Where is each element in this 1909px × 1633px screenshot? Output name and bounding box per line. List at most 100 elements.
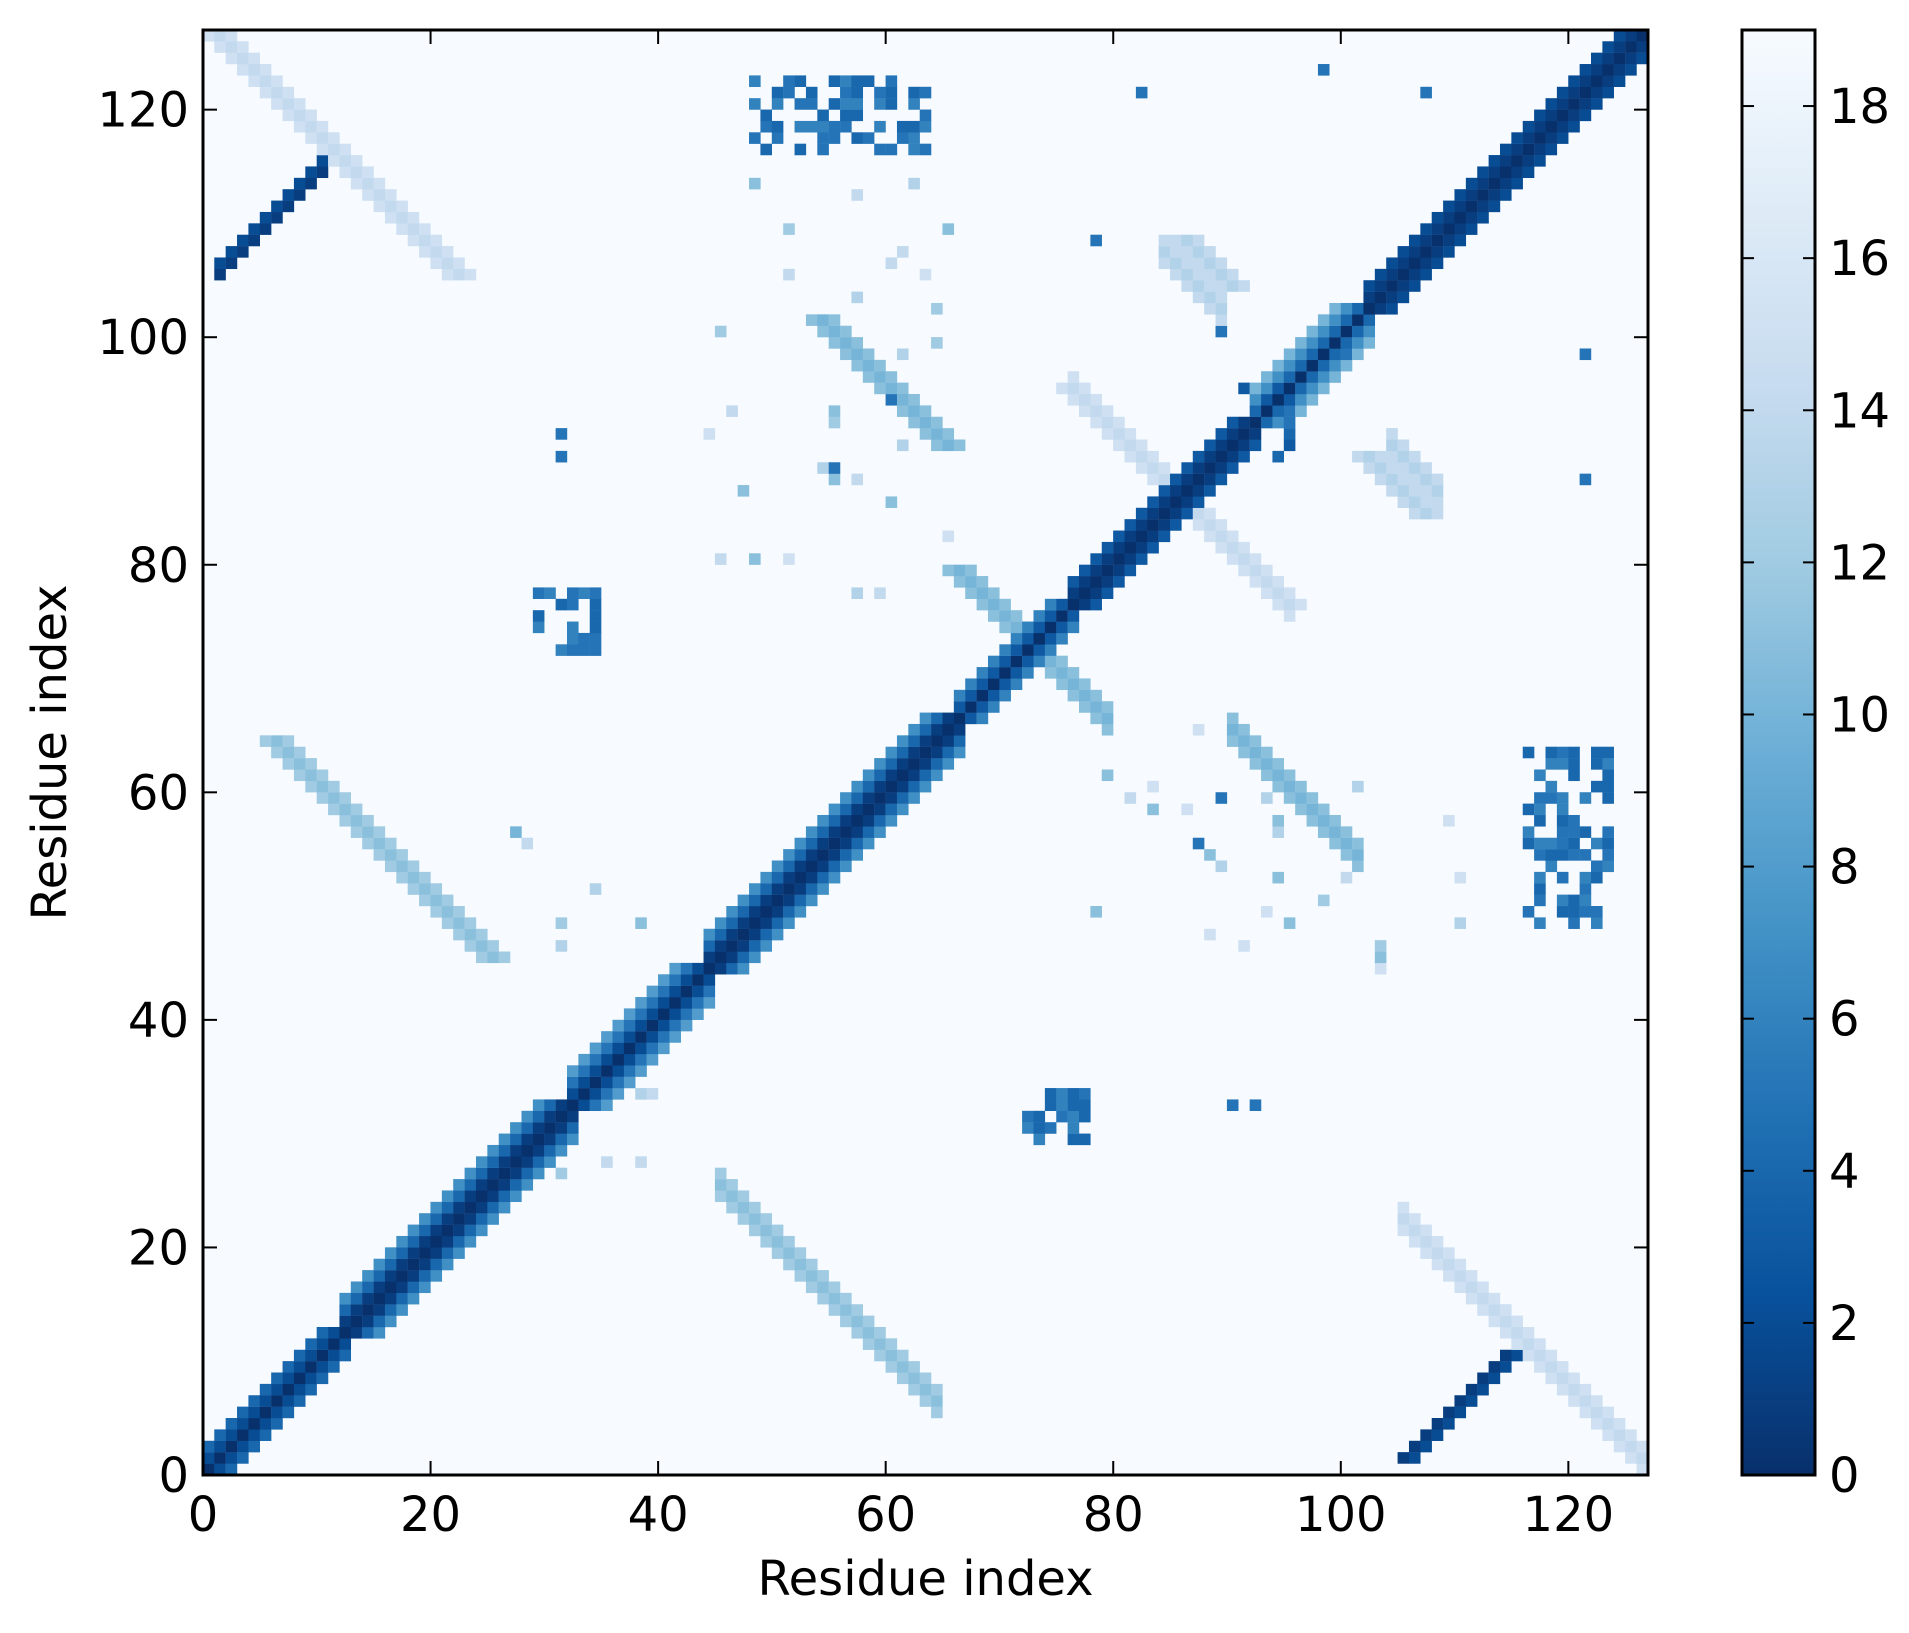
heatmap-cell (1545, 1349, 1558, 1362)
heatmap-cell (521, 1156, 534, 1168)
heatmap-cell (1204, 462, 1216, 474)
heatmap-cell (1545, 143, 1558, 156)
heatmap-cell (1465, 211, 1478, 224)
heatmap-cell (1420, 496, 1432, 508)
heatmap-cell (1397, 496, 1410, 508)
heatmap-cell (1477, 1281, 1489, 1294)
heatmap-cell (1602, 41, 1614, 53)
heatmap-cell (1408, 450, 1421, 463)
heatmap-cell (669, 1008, 681, 1020)
heatmap-cell (1113, 564, 1125, 577)
heatmap-cell (1079, 678, 1091, 691)
heatmap-cell (1579, 109, 1592, 122)
heatmap-cell (851, 1315, 864, 1328)
heatmap-cell (1545, 1361, 1558, 1373)
heatmap-cell (1420, 1440, 1432, 1453)
heatmap-cell (1249, 439, 1262, 452)
heatmap-cell (271, 1372, 283, 1385)
heatmap-cell (1488, 1292, 1501, 1305)
heatmap-cell (658, 1031, 670, 1043)
heatmap-cell (1579, 98, 1592, 110)
heatmap-cell (1135, 553, 1148, 565)
heatmap-cell (532, 1110, 545, 1123)
heatmap-cell (1215, 291, 1228, 304)
heatmap-cell (1625, 52, 1637, 65)
heatmap-cell (566, 632, 579, 645)
heatmap-cell (999, 598, 1011, 611)
heatmap-cell (1192, 280, 1205, 292)
heatmap-cell (293, 1361, 306, 1373)
heatmap-cell (919, 120, 932, 133)
heatmap-cell (1340, 348, 1353, 361)
heatmap-cell (726, 962, 738, 975)
heatmap-cell (1386, 257, 1398, 270)
heatmap-cell (1556, 894, 1569, 907)
heatmap-cell (896, 1361, 909, 1373)
heatmap-cell (373, 1326, 386, 1339)
heatmap-cell (1443, 1258, 1455, 1271)
heatmap-cell (1192, 234, 1205, 247)
heatmap-cell (1067, 393, 1080, 406)
heatmap-cell (908, 1372, 920, 1385)
heatmap-cell (282, 189, 295, 201)
heatmap-cell (566, 644, 579, 656)
heatmap-cell (1010, 621, 1023, 634)
heatmap-cell (202, 1452, 215, 1464)
heatmap-cell (1329, 371, 1341, 383)
heatmap-cell (1579, 906, 1592, 918)
heatmap-cell (1204, 519, 1216, 531)
heatmap-cell (1613, 1429, 1626, 1441)
heatmap-cell (1306, 371, 1319, 383)
heatmap-cell (475, 940, 488, 952)
heatmap-cell (293, 1349, 306, 1362)
heatmap-cell (1340, 359, 1353, 372)
heatmap-cell (1181, 234, 1193, 247)
heatmap-cell (214, 1429, 226, 1441)
heatmap-cell (1477, 200, 1489, 213)
heatmap-cell (487, 1156, 499, 1168)
heatmap-cell (362, 1315, 374, 1328)
heatmap-cell (874, 143, 886, 156)
heatmap-cell (453, 1201, 465, 1214)
heatmap-cell (623, 1076, 636, 1089)
heatmap-cell (1056, 1110, 1068, 1123)
heatmap-cell (612, 1088, 625, 1100)
heatmap-cell (987, 678, 1000, 691)
heatmap-cell (555, 1122, 568, 1134)
heatmap-cell (1056, 678, 1068, 691)
heatmap-cell (840, 109, 852, 122)
heatmap-cell (373, 1315, 386, 1328)
heatmap-cell (646, 1042, 659, 1055)
heatmap-cell (237, 1406, 249, 1419)
heatmap-cell (1568, 746, 1580, 759)
heatmap-cell (1443, 814, 1455, 827)
heatmap-cell (1477, 166, 1489, 179)
heatmap-cell (362, 826, 374, 838)
heatmap-cell (919, 735, 932, 747)
heatmap-cell (919, 746, 932, 759)
heatmap-cell (1522, 120, 1535, 133)
heatmap-cell (1090, 587, 1102, 599)
heatmap-cell (566, 1065, 579, 1077)
heatmap-cell (976, 678, 989, 691)
heatmap-cell (1602, 769, 1614, 782)
heatmap-cell (396, 1281, 408, 1294)
heatmap-cell (1272, 450, 1285, 463)
heatmap-cell (1079, 405, 1091, 417)
heatmap-cell (1204, 849, 1216, 861)
heatmap-cell (293, 769, 306, 782)
heatmap-cell (1579, 849, 1592, 861)
heatmap-cell (896, 120, 909, 133)
heatmap-cell (908, 86, 920, 99)
heatmap-cell (544, 1144, 556, 1157)
heatmap-cell (1249, 758, 1262, 770)
heatmap-cell (1044, 621, 1057, 634)
heatmap-cell (1022, 667, 1034, 679)
x-tick-label: 60 (855, 1487, 916, 1543)
heatmap-cell (1431, 496, 1444, 508)
heatmap-cell (1306, 792, 1319, 804)
heatmap-cell (908, 98, 920, 110)
heatmap-cell (1534, 814, 1546, 827)
heatmap-cell (908, 177, 920, 190)
heatmap-cell (1431, 485, 1444, 497)
